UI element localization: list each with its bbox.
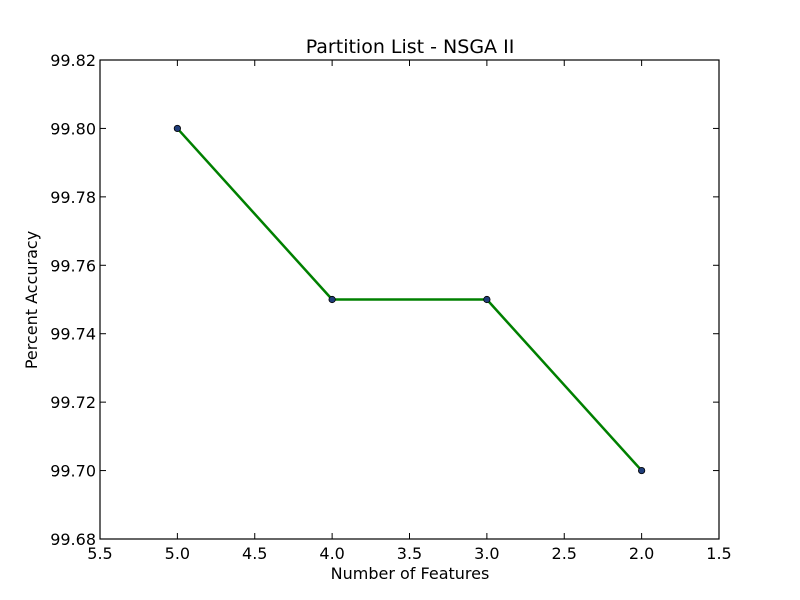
x-tick-label: 4.5: [242, 544, 267, 563]
plot-frame: [99, 59, 720, 540]
x-tick-label: 2.0: [629, 544, 654, 563]
data-point: [483, 295, 491, 304]
y-tick-label: 99.74: [50, 325, 96, 344]
x-tick-label: 5.5: [87, 544, 112, 563]
y-tick-label: 99.80: [50, 119, 96, 138]
y-axis-label: Percent Accuracy: [22, 231, 41, 369]
y-tick-label: 99.70: [50, 462, 96, 481]
data-point: [638, 466, 646, 475]
y-tick-label: 99.76: [50, 256, 96, 275]
y-tick-label: 99.72: [50, 393, 96, 412]
series-line: [176, 127, 643, 472]
x-tick-label: 1.5: [706, 544, 731, 563]
x-tick-label: 3.5: [397, 544, 422, 563]
plot-area: 5.5 5.0 4.5 4.0 3.5 3.0 2.5 2.0 1.5 99.68 99.70 99.…: [50, 51, 732, 563]
y-tick-label: 99.78: [50, 188, 96, 207]
x-tick-label: 5.0: [165, 544, 190, 563]
chart-title: Partition List - NSGA II: [306, 36, 515, 58]
y-tick-label: 99.68: [50, 530, 96, 549]
x-tick-label: 3.0: [474, 544, 499, 563]
x-tick-label: 4.0: [319, 544, 344, 563]
y-tick-label: 99.82: [50, 51, 96, 70]
data-point: [328, 295, 336, 304]
data-point: [173, 124, 181, 133]
x-tick-label: 2.5: [552, 544, 577, 563]
x-axis-label: Number of Features: [331, 564, 490, 583]
